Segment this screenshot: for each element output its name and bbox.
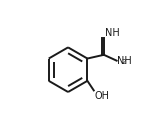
Text: 2: 2 — [122, 59, 126, 65]
Text: OH: OH — [94, 91, 109, 101]
Text: NH: NH — [117, 56, 132, 66]
Text: NH: NH — [105, 28, 120, 38]
